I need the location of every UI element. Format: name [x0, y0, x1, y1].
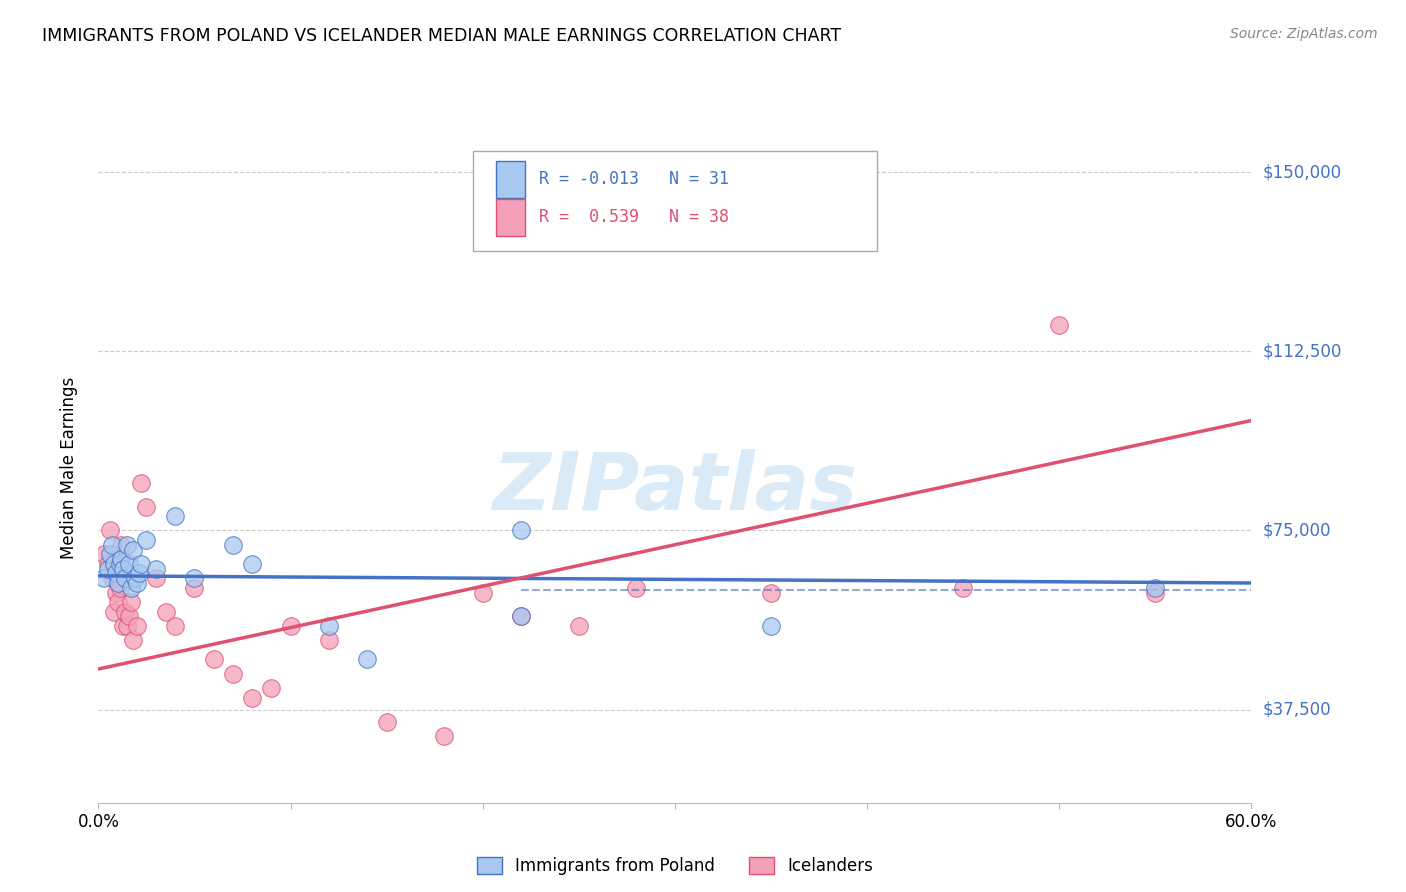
Point [108, 581, 131, 595]
Point [626, 581, 648, 595]
Text: ZIPatlas: ZIPatlas [492, 450, 858, 527]
Point [1144, 581, 1167, 595]
FancyBboxPatch shape [496, 161, 524, 198]
Text: R =  0.539   N = 38: R = 0.539 N = 38 [538, 209, 728, 227]
Point [135, 500, 157, 514]
Point [222, 538, 245, 552]
Legend: Immigrants from Poland, Icelanders: Immigrants from Poland, Icelanders [471, 850, 879, 881]
Point [318, 619, 340, 633]
Point [103, 557, 125, 571]
Point [101, 538, 124, 552]
Point [120, 595, 142, 609]
Point [104, 585, 127, 599]
Point [202, 652, 225, 666]
Point [93, 547, 115, 561]
Point [103, 605, 125, 619]
Point [222, 666, 245, 681]
Point [183, 571, 205, 585]
Point [433, 729, 456, 743]
Point [183, 581, 205, 595]
Point [97, 557, 120, 571]
Point [117, 619, 138, 633]
Point [568, 619, 591, 633]
Point [93, 571, 115, 585]
FancyBboxPatch shape [496, 199, 524, 235]
Y-axis label: Median Male Earnings: Median Male Earnings [59, 377, 77, 559]
Text: $112,500: $112,500 [1263, 343, 1343, 360]
Point [129, 475, 152, 490]
Point [145, 562, 167, 576]
Point [120, 581, 142, 595]
Point [510, 609, 533, 624]
Point [165, 509, 187, 524]
FancyBboxPatch shape [472, 151, 877, 251]
Point [240, 690, 263, 705]
Point [107, 595, 129, 609]
Point [165, 619, 187, 633]
Point [125, 576, 148, 591]
Point [114, 605, 136, 619]
Point [280, 619, 302, 633]
Text: R = -0.013   N = 31: R = -0.013 N = 31 [538, 170, 728, 188]
Point [122, 633, 145, 648]
Point [510, 609, 533, 624]
Text: $37,500: $37,500 [1263, 700, 1331, 719]
Text: Source: ZipAtlas.com: Source: ZipAtlas.com [1230, 27, 1378, 41]
Point [104, 566, 127, 581]
Point [108, 557, 131, 571]
Point [759, 619, 782, 633]
Point [125, 619, 148, 633]
Point [98, 547, 121, 561]
Point [952, 581, 974, 595]
Point [1144, 585, 1167, 599]
Point [128, 566, 150, 581]
Point [122, 542, 145, 557]
Point [1047, 318, 1070, 332]
Point [318, 633, 340, 648]
Point [118, 609, 141, 624]
Text: $75,000: $75,000 [1263, 522, 1331, 540]
Point [510, 524, 533, 538]
Text: $150,000: $150,000 [1263, 163, 1341, 181]
Point [110, 538, 132, 552]
Point [112, 562, 135, 576]
Point [375, 714, 398, 729]
Point [124, 571, 146, 585]
Point [155, 605, 177, 619]
Point [135, 533, 157, 547]
Point [240, 557, 263, 571]
Point [107, 576, 129, 591]
Point [356, 652, 378, 666]
Point [114, 571, 136, 585]
Point [110, 552, 132, 566]
Text: IMMIGRANTS FROM POLAND VS ICELANDER MEDIAN MALE EARNINGS CORRELATION CHART: IMMIGRANTS FROM POLAND VS ICELANDER MEDI… [42, 27, 841, 45]
Point [129, 557, 152, 571]
Point [759, 585, 782, 599]
Point [101, 571, 124, 585]
Point [97, 562, 120, 576]
Point [117, 538, 138, 552]
Point [145, 571, 167, 585]
Point [112, 619, 135, 633]
Point [98, 524, 121, 538]
Point [118, 557, 141, 571]
Point [260, 681, 283, 695]
Point [471, 585, 494, 599]
